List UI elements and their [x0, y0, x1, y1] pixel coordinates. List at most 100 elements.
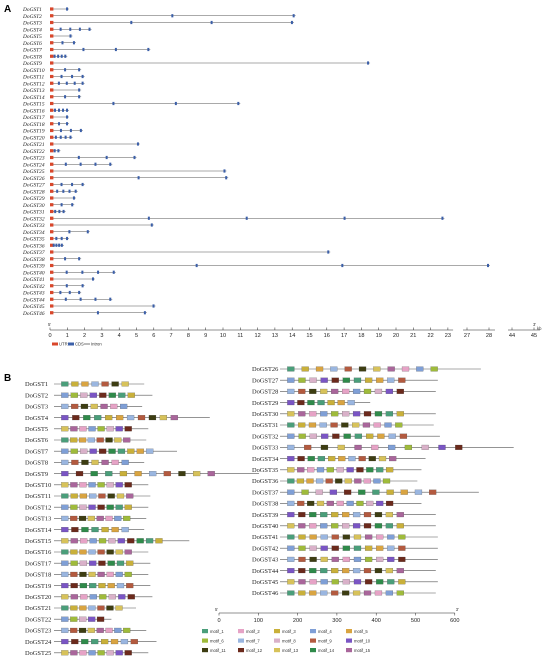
- motif-legend-swatch: [274, 629, 280, 634]
- motif-block: [101, 527, 109, 533]
- protein-label: DoGST24: [25, 639, 52, 646]
- motif-legend-swatch: [202, 629, 208, 634]
- motif-block: [91, 459, 99, 465]
- motif-block: [363, 523, 372, 529]
- exon-block: [112, 270, 115, 274]
- motif-block: [376, 467, 384, 473]
- motif-block: [343, 489, 352, 495]
- axis-tick-label: 200: [293, 618, 302, 624]
- exon-block: [50, 250, 54, 254]
- axis-tick-label: 22: [427, 333, 433, 339]
- gene-label: DoGST33: [22, 223, 45, 229]
- exon-block: [59, 135, 62, 139]
- motif-block: [111, 459, 119, 465]
- motif-legend-label: motif_4: [318, 629, 332, 634]
- exon-block: [171, 14, 174, 18]
- axis-tick-label: 17: [341, 333, 347, 339]
- motif-block: [61, 616, 69, 622]
- motif-block: [79, 504, 87, 510]
- axis-tick-label: 3: [100, 333, 103, 339]
- exon-block: [97, 270, 100, 274]
- motif-block: [373, 366, 381, 372]
- gene-label: DoGST42: [22, 284, 45, 290]
- motif-block: [389, 456, 397, 462]
- axis-tick-label: 20: [393, 333, 399, 339]
- motif-block: [106, 426, 114, 432]
- protein-label: DoGST2: [25, 392, 48, 399]
- axis-tick-label: 300: [332, 618, 341, 624]
- protein-label: DoGST21: [25, 605, 51, 612]
- exon-block: [174, 101, 177, 106]
- motif-block: [105, 515, 113, 521]
- motif-block: [377, 433, 385, 439]
- motif-block: [79, 482, 87, 488]
- motif-block: [385, 512, 394, 518]
- exon-block: [78, 68, 81, 72]
- gene-label: DoGST21: [22, 142, 45, 148]
- motif-block: [159, 415, 168, 421]
- gene-label: DoGST40: [22, 270, 45, 276]
- gene-label: DoGST5: [22, 34, 42, 40]
- motif-block: [336, 500, 344, 506]
- exon-block: [50, 189, 54, 193]
- motif-block: [387, 534, 395, 540]
- motif-block: [107, 560, 115, 566]
- motif-block: [376, 579, 384, 585]
- motif-block: [99, 594, 107, 600]
- motif-block: [287, 500, 295, 506]
- protein-label: DoGST38: [252, 501, 278, 508]
- exon-block: [64, 297, 67, 301]
- motif-block: [61, 639, 69, 645]
- protein-label: DoGST9: [25, 471, 48, 478]
- protein-label: DoGST7: [25, 448, 49, 455]
- motif-block: [70, 493, 78, 499]
- motif-block: [309, 568, 317, 574]
- exon-block: [71, 203, 74, 207]
- motif-block: [398, 545, 406, 551]
- motif-block: [88, 482, 96, 488]
- gene-label: DoGST38: [22, 257, 45, 263]
- motif-block: [134, 471, 142, 477]
- gene-label: DoGST18: [22, 122, 45, 128]
- exon-block: [50, 196, 54, 200]
- motif-block: [307, 467, 315, 473]
- motif-block: [287, 489, 295, 495]
- exon-block: [50, 135, 54, 139]
- motif-block: [298, 568, 306, 574]
- exon-block: [78, 95, 81, 99]
- motif-block: [363, 388, 372, 394]
- axis-tick-label: 4: [118, 333, 121, 339]
- motif-block: [399, 433, 408, 439]
- motif-block: [298, 523, 306, 529]
- exon-block: [50, 115, 54, 119]
- motif-block: [108, 538, 116, 544]
- motif-block: [347, 400, 355, 406]
- motif-block: [70, 392, 78, 398]
- motif-block: [126, 560, 134, 566]
- motif-block: [366, 500, 374, 506]
- motif-block: [118, 392, 126, 398]
- motif-block: [385, 388, 394, 394]
- exon-block: [54, 108, 57, 112]
- motif-block: [71, 459, 79, 465]
- motif-block: [88, 504, 96, 510]
- gene-label: DoGST10: [22, 68, 45, 74]
- exon-block: [74, 189, 77, 193]
- motif-block: [126, 415, 135, 421]
- protein-label: DoGST11: [25, 493, 51, 500]
- motif-block: [396, 388, 404, 394]
- motif-legend-label: motif_8: [282, 638, 296, 643]
- motif-block: [343, 433, 351, 439]
- motif-block: [376, 377, 384, 383]
- motif-block: [79, 650, 87, 656]
- exon-block: [60, 236, 63, 241]
- motif-block: [378, 456, 387, 462]
- motif-block: [320, 512, 328, 518]
- motif-block: [88, 426, 96, 432]
- motif-legend-label: motif_7: [246, 638, 260, 643]
- motif-block: [91, 639, 99, 645]
- exon-block: [50, 27, 54, 31]
- exon-block: [94, 162, 97, 166]
- motif-block: [376, 556, 384, 562]
- axis-tick-label: 9: [204, 333, 207, 339]
